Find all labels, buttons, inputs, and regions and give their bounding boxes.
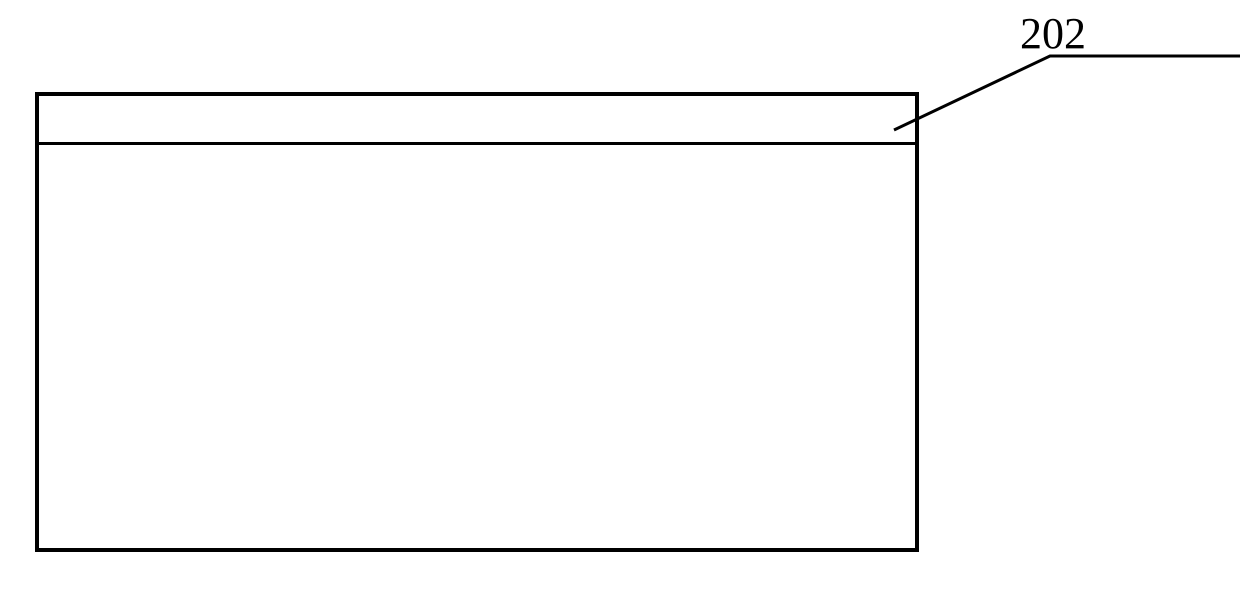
diagram-stage: 202	[0, 0, 1240, 589]
outer-rect	[35, 92, 919, 552]
callout-label-202: 202	[1020, 8, 1086, 59]
leader-202	[894, 56, 1240, 130]
top-divider-line	[35, 142, 919, 145]
